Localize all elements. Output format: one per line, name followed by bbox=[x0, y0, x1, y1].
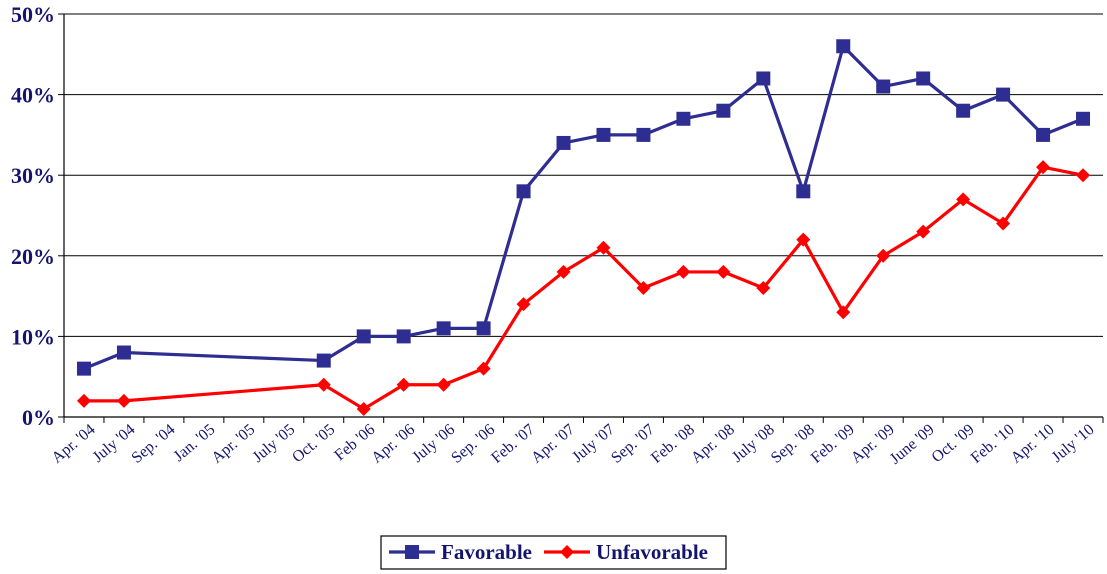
data-point-unfavorable bbox=[876, 248, 891, 263]
data-point-favorable bbox=[76, 361, 91, 376]
x-tick-label: Sep. '07 bbox=[608, 421, 658, 467]
data-point-unfavorable bbox=[596, 240, 611, 255]
data-point-unfavorable bbox=[116, 393, 131, 408]
x-tick-label: Sep. '08 bbox=[768, 421, 818, 467]
x-tick-label: July '08 bbox=[729, 421, 778, 466]
x-tick-label: Feb. '07 bbox=[488, 421, 538, 467]
data-point-favorable bbox=[556, 135, 571, 150]
data-point-favorable bbox=[1076, 111, 1091, 126]
data-point-unfavorable bbox=[996, 216, 1011, 231]
data-point-favorable bbox=[956, 103, 971, 118]
x-tick-label: June '09 bbox=[887, 421, 938, 468]
legend-item-favorable: Favorable bbox=[389, 540, 532, 564]
data-point-unfavorable bbox=[1036, 160, 1051, 175]
data-point-unfavorable bbox=[636, 281, 651, 296]
x-tick-label: Oct. '05 bbox=[289, 421, 338, 466]
data-point-unfavorable bbox=[676, 264, 691, 279]
data-point-favorable bbox=[436, 321, 451, 336]
x-tick-label: Apr. '04 bbox=[49, 421, 99, 467]
data-point-favorable bbox=[116, 345, 131, 360]
x-tick-label: July '04 bbox=[90, 421, 139, 466]
series-unfavorable bbox=[76, 160, 1091, 416]
data-point-favorable bbox=[996, 87, 1011, 102]
y-tick-label: 40% bbox=[11, 83, 55, 108]
data-point-unfavorable bbox=[716, 264, 731, 279]
legend: Favorable Unfavorable bbox=[380, 535, 727, 570]
x-tick-label: Apr. '10 bbox=[1008, 421, 1058, 467]
series-favorable bbox=[76, 39, 1091, 376]
series-layer bbox=[76, 39, 1091, 416]
x-tick-label: Feb. '10 bbox=[968, 421, 1018, 467]
x-tick-label: Feb. '08 bbox=[648, 421, 698, 467]
x-tick-label: Oct. '09 bbox=[928, 421, 977, 466]
data-point-unfavorable bbox=[556, 264, 571, 279]
data-point-favorable bbox=[716, 103, 731, 118]
data-point-favorable bbox=[796, 184, 811, 199]
legend-item-unfavorable: Unfavorable bbox=[543, 540, 708, 564]
legend-label: Unfavorable bbox=[596, 540, 708, 564]
data-point-favorable bbox=[356, 329, 371, 344]
data-point-favorable bbox=[676, 111, 691, 126]
data-point-unfavorable bbox=[516, 297, 531, 312]
data-point-favorable bbox=[316, 353, 331, 368]
data-point-unfavorable bbox=[836, 305, 851, 320]
y-tick-label: 0% bbox=[22, 405, 55, 430]
x-tick-label: Apr. '05 bbox=[208, 421, 258, 467]
data-point-favorable bbox=[876, 79, 891, 94]
x-tick-label: July '10 bbox=[1049, 421, 1098, 466]
data-point-favorable bbox=[396, 329, 411, 344]
y-tick-label: 20% bbox=[11, 244, 55, 269]
y-tick-label: 50% bbox=[11, 2, 55, 27]
data-point-unfavorable bbox=[916, 224, 931, 239]
x-tick-label: Sep. '06 bbox=[448, 421, 498, 467]
data-point-unfavorable bbox=[316, 377, 331, 392]
gridlines bbox=[64, 13, 1103, 337]
x-tick-label: July '07 bbox=[569, 421, 618, 466]
data-point-favorable bbox=[636, 127, 651, 142]
data-point-unfavorable bbox=[1076, 168, 1091, 183]
data-point-favorable bbox=[916, 71, 931, 86]
data-point-unfavorable bbox=[796, 232, 811, 247]
series-line-unfavorable bbox=[83, 165, 1084, 411]
series-line-favorable bbox=[83, 44, 1084, 371]
x-tick-label: Apr. '07 bbox=[528, 421, 578, 467]
x-tick-label: July '06 bbox=[409, 421, 458, 466]
data-point-favorable bbox=[516, 184, 531, 199]
data-point-unfavorable bbox=[396, 377, 411, 392]
x-tick-label: Sep. '04 bbox=[129, 421, 179, 467]
x-tick-label: July '05 bbox=[249, 421, 298, 466]
data-point-favorable bbox=[1036, 127, 1051, 142]
data-point-favorable bbox=[596, 127, 611, 142]
y-axis-ticks: 0% 10% 20% 30% 40% 50% bbox=[11, 2, 64, 430]
data-point-unfavorable bbox=[436, 377, 451, 392]
x-tick-label: Feb. '09 bbox=[808, 421, 858, 467]
legend-marker-favorable bbox=[405, 545, 420, 559]
x-tick-label: Apr. '06 bbox=[368, 421, 418, 467]
legend-marker-unfavorable bbox=[559, 545, 574, 559]
legend-label: Favorable bbox=[441, 540, 532, 564]
data-point-unfavorable bbox=[76, 393, 91, 408]
y-tick-label: 10% bbox=[11, 324, 55, 349]
data-point-favorable bbox=[836, 39, 851, 54]
data-point-unfavorable bbox=[476, 361, 491, 376]
data-point-unfavorable bbox=[756, 281, 771, 296]
data-point-unfavorable bbox=[356, 401, 371, 416]
data-point-favorable bbox=[476, 321, 491, 336]
x-tick-label: Apr. '08 bbox=[688, 421, 738, 467]
data-point-unfavorable bbox=[956, 192, 971, 207]
y-tick-label: 30% bbox=[11, 163, 55, 188]
data-point-favorable bbox=[756, 71, 771, 86]
